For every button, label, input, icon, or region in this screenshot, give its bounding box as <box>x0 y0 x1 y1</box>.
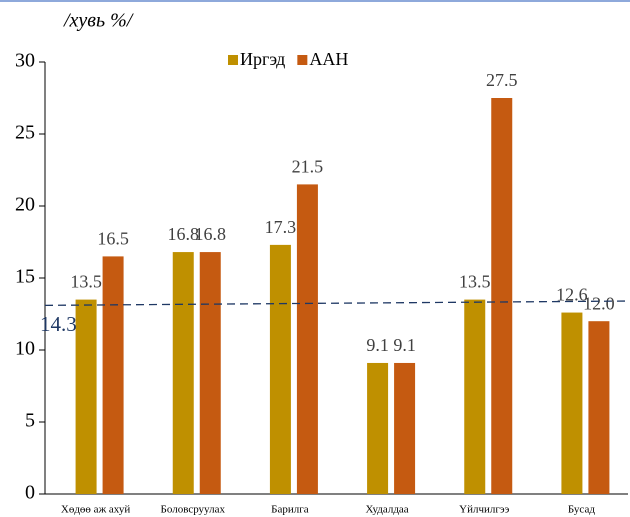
data-label: 13.5 <box>70 272 102 292</box>
bar <box>199 252 221 494</box>
bar <box>75 299 97 494</box>
x-tick-label: Боловсруулах <box>161 504 226 516</box>
data-label: 16.5 <box>97 229 129 249</box>
bar <box>172 252 194 494</box>
legend-swatch <box>228 55 238 65</box>
bar <box>491 98 513 494</box>
reference-line <box>44 300 629 307</box>
bar <box>296 184 318 494</box>
y-tick-label: 25 <box>15 122 35 144</box>
bar <box>588 321 610 494</box>
bar <box>102 256 124 494</box>
bar <box>561 312 583 494</box>
legend-label: ААН <box>309 49 348 69</box>
data-label: 9.1 <box>366 335 389 355</box>
bar <box>394 362 416 494</box>
y-tick-label: 15 <box>15 266 35 288</box>
data-label: 16.8 <box>168 224 200 244</box>
x-tick-label: Хөдөө аж ахуй <box>61 504 130 516</box>
chart-title: /хувь %/ <box>63 10 135 32</box>
x-tick-label: Үйлчилгээ <box>459 504 509 516</box>
x-tick-label: Худалдаа <box>365 504 408 516</box>
data-label: 9.1 <box>393 335 416 355</box>
bar <box>269 244 291 494</box>
bar <box>367 362 389 494</box>
legend-swatch <box>297 55 308 65</box>
legend-label: Иргэд <box>240 49 285 69</box>
data-label: 13.5 <box>459 272 491 292</box>
data-label: 16.8 <box>195 224 227 244</box>
y-tick-label: 30 <box>15 50 35 72</box>
x-tick-label: Барилга <box>271 504 309 516</box>
data-label: 12.0 <box>583 293 615 313</box>
y-tick-label: 10 <box>15 338 35 360</box>
y-tick-label: 0 <box>25 482 35 504</box>
x-tick-label: Бусад <box>568 504 595 516</box>
y-tick-label: 5 <box>25 410 35 432</box>
data-label: 21.5 <box>292 157 324 177</box>
bar <box>464 299 486 494</box>
data-label: 12.6 <box>556 285 588 305</box>
data-label: 27.5 <box>486 70 518 90</box>
reference-label: 14.3 <box>40 312 77 336</box>
data-label: 17.3 <box>265 217 297 237</box>
y-tick-label: 20 <box>15 194 35 216</box>
